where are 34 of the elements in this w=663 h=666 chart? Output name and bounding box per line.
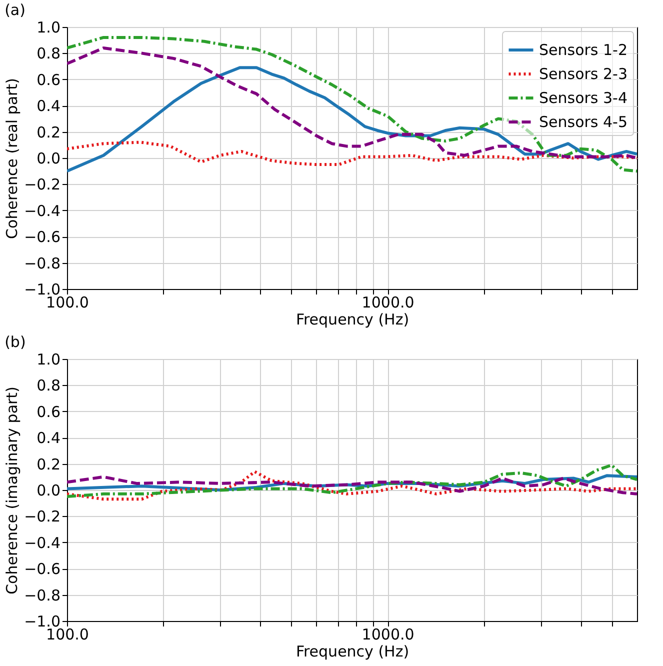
y-tick-label: 0.4 (36, 97, 60, 116)
y-tick-label: −0.2 (24, 508, 60, 526)
y-tick-label: 1.0 (36, 18, 60, 36)
legend-label: Sensors 1-2 (539, 41, 628, 59)
y-tick-label: 0.6 (36, 402, 60, 421)
y-tick-label: 0.8 (36, 376, 60, 395)
y-tick-label: −0.4 (24, 202, 60, 220)
legend-label: Sensors 3-4 (539, 89, 628, 107)
y-tick-label: −0.8 (24, 586, 60, 604)
y-tick-label: 0.2 (36, 455, 60, 474)
chart-title: (b) (4, 333, 26, 351)
legend-label: Sensors 2-3 (539, 65, 628, 83)
y-tick-label: −0.8 (24, 254, 60, 272)
x-axis-title: Frequency (Hz) (296, 642, 410, 660)
y-tick-label: 0.4 (36, 429, 60, 448)
y-axis-title: Coherence (real part) (3, 78, 22, 239)
y-tick-label: 0.6 (36, 70, 60, 89)
y-tick-label: 0.8 (36, 44, 60, 63)
x-tick-label: 1000.0 (362, 626, 414, 644)
y-tick-label: −0.6 (24, 228, 60, 246)
y-tick-label: 0.0 (36, 482, 60, 500)
x-tick-label: 100.0 (46, 626, 89, 644)
y-axis-title: Coherence (imaginary part) (3, 386, 22, 594)
x-tick-label: 1000.0 (362, 294, 414, 312)
chart-title: (a) (4, 1, 26, 19)
y-tick-label: 0.0 (36, 150, 60, 168)
legend-label: Sensors 4-5 (539, 113, 628, 131)
y-tick-label: −0.4 (24, 534, 60, 552)
x-tick-label: 100.0 (46, 294, 89, 312)
y-tick-label: −0.2 (24, 176, 60, 194)
y-tick-label: 1.0 (36, 350, 60, 368)
x-axis-title: Frequency (Hz) (296, 310, 410, 328)
y-tick-label: −0.6 (24, 560, 60, 578)
y-tick-label: 0.2 (36, 123, 60, 142)
